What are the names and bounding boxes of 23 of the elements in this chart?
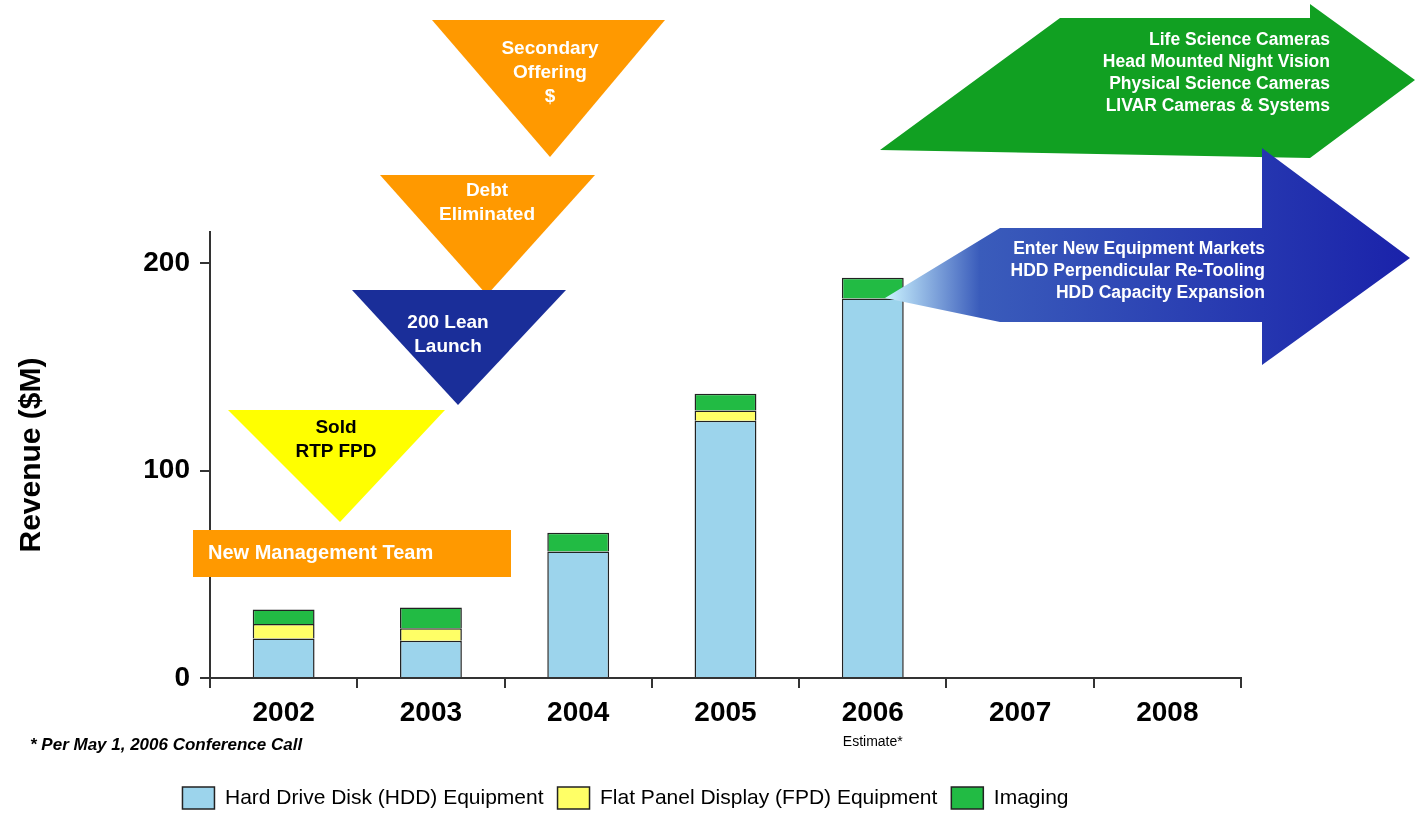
- x-tick-label: 2004: [547, 695, 610, 727]
- x-tick-label: 2005: [694, 695, 757, 727]
- y-tick-label: 100: [143, 453, 190, 485]
- text: * Per May 1, 2006 Conference Call: [30, 734, 304, 754]
- text: Secondary Offering $: [500, 36, 600, 108]
- annotation: Enter New Equipment Markets HDD Perpendicular Re-Tooling HDD Capacity Expansion: [1009, 238, 1265, 304]
- legend-label: Hard Drive Disk (HDD) Equipment: [224, 784, 544, 808]
- x-tick-label: 2006: [841, 695, 904, 727]
- annotation: New Management Team: [208, 540, 435, 565]
- text: Debt Eliminated: [437, 178, 537, 226]
- x-tick-label: 2003: [399, 695, 463, 727]
- text: Life Science Cameras Head Mounted Night Vision Physical Science Cameras LIVAR Cameras & Systems: [1101, 29, 1330, 117]
- annotation: 200 Lean Launch: [406, 310, 490, 358]
- x-tick-label: 2007: [988, 695, 1052, 727]
- y-axis-title: Revenue ($M): [13, 357, 47, 553]
- annotation: Sold RTP FPD: [294, 415, 378, 463]
- y-tick-label: 0: [174, 660, 190, 692]
- x-tick-label: 2002: [252, 695, 315, 727]
- legend-label: Imaging: [993, 784, 1069, 808]
- x-tick-label: 2008: [1136, 695, 1199, 727]
- text: Estimate*: [842, 732, 904, 749]
- y-tick-label: 200: [143, 245, 190, 277]
- legend-label: Flat Panel Display (FPD) Equipment: [600, 784, 938, 808]
